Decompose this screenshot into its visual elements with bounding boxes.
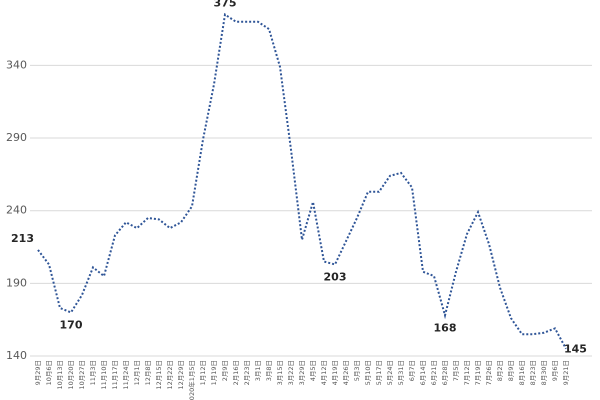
x-tick-label: 10月27日 xyxy=(78,360,86,390)
x-tick-label: 4月5日 xyxy=(309,360,317,381)
y-tick-label: 240 xyxy=(6,204,27,217)
x-tick-label: 11月3日 xyxy=(89,360,97,385)
x-tick-label: 8月9日 xyxy=(507,360,515,381)
y-tick-label: 190 xyxy=(6,276,27,289)
x-tick-label: 10月6日 xyxy=(45,360,53,385)
x-tick-label: 9月6日 xyxy=(551,360,559,381)
x-tick-label: 4月19日 xyxy=(331,360,339,385)
data-label: 168 xyxy=(434,321,457,334)
x-tick-label: 5月17日 xyxy=(375,360,383,385)
data-label: 145 xyxy=(564,343,587,356)
x-tick-label: 7月19日 xyxy=(474,360,482,385)
x-tick-label: 11月24日 xyxy=(122,360,130,390)
x-tick-label: 10月20日 xyxy=(67,360,75,390)
data-label: 375 xyxy=(214,0,237,10)
x-tick-label: 4月12日 xyxy=(320,360,328,385)
x-tick-label: 4月26日 xyxy=(342,360,350,385)
y-tick-label: 290 xyxy=(6,131,27,144)
x-tick-label: 6月21日 xyxy=(430,360,438,385)
x-tick-label: 12月8日 xyxy=(144,360,152,385)
x-tick-label: 6月28日 xyxy=(441,360,449,385)
x-tick-label: 8月23日 xyxy=(529,360,537,385)
x-tick-label: 3月29日 xyxy=(298,360,306,385)
x-tick-label: 5月31日 xyxy=(397,360,405,385)
x-tick-label: 8月16日 xyxy=(518,360,526,385)
x-tick-label: 5月10日 xyxy=(364,360,372,385)
y-tick-label: 340 xyxy=(6,58,27,71)
x-tick-label: 10月13日 xyxy=(56,360,64,390)
x-tick-label: 7月12日 xyxy=(463,360,471,385)
x-tick-label: 11月17日 xyxy=(111,360,119,390)
x-tick-label: 5月3日 xyxy=(353,360,361,381)
x-tick-label: 9月29日 xyxy=(34,360,42,385)
data-label: 213 xyxy=(11,232,34,245)
x-tick-label: 2020年1月5日 xyxy=(187,360,196,400)
x-tick-label: 12月22日 xyxy=(166,360,174,390)
x-tick-label: 5月24日 xyxy=(386,360,394,385)
x-tick-label: 12月15日 xyxy=(155,360,163,390)
x-tick-label: 8月2日 xyxy=(496,360,504,381)
line xyxy=(37,12,567,350)
data-label: 203 xyxy=(324,270,347,283)
x-tick-label: 3月15日 xyxy=(276,360,284,385)
x-tick-label: 1月19日 xyxy=(210,360,218,385)
x-tick-label: 6月7日 xyxy=(408,360,416,381)
x-tick-label: 9月21日 xyxy=(562,360,570,385)
x-tick-label: 12月29日 xyxy=(177,360,185,390)
x-tick-label: 6月14日 xyxy=(419,360,427,385)
data-label: 170 xyxy=(60,318,83,331)
x-tick-label: 3月1日 xyxy=(254,360,262,381)
x-tick-label: 3月8日 xyxy=(265,360,273,381)
x-tick-label: 7月5日 xyxy=(452,360,460,381)
x-tick-label: 7月26日 xyxy=(485,360,493,385)
x-tick-label: 1月12日 xyxy=(199,360,207,385)
x-tick-label: 2月9日 xyxy=(221,360,229,381)
x-tick-label: 12月1日 xyxy=(133,360,141,385)
x-tick-label: 2月23日 xyxy=(243,360,251,385)
x-tick-label: 3月22日 xyxy=(287,360,295,385)
x-tick-label: 2月16日 xyxy=(232,360,240,385)
x-tick-label: 8月30日 xyxy=(540,360,548,385)
y-tick-label: 140 xyxy=(6,349,27,362)
x-tick-label: 11月10日 xyxy=(100,360,108,390)
